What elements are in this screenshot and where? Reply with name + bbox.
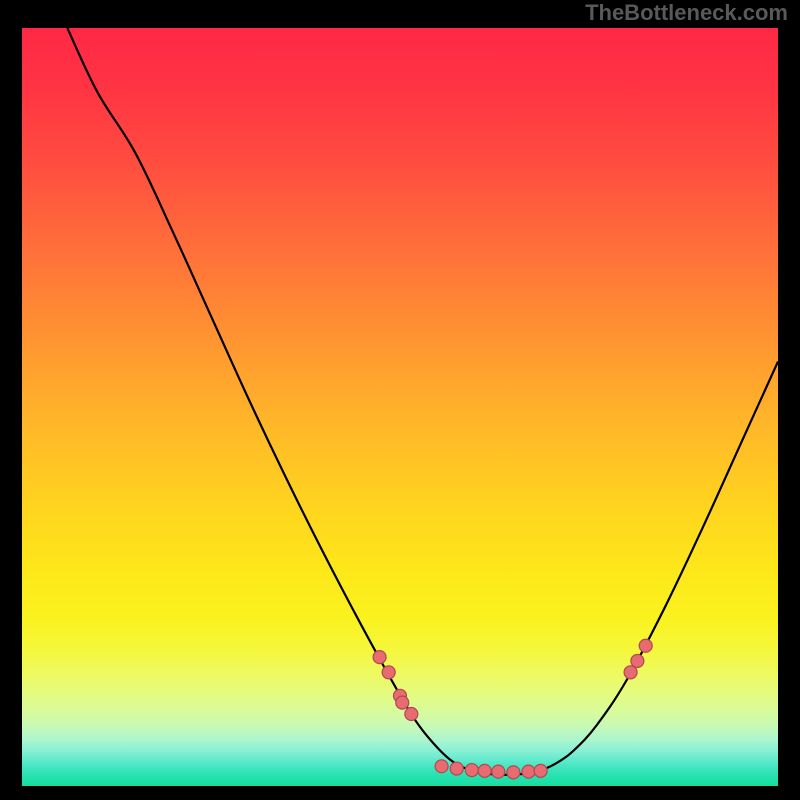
data-marker bbox=[534, 764, 547, 777]
chart-container bbox=[22, 28, 778, 786]
data-marker bbox=[405, 707, 418, 720]
gradient-background bbox=[22, 28, 778, 786]
data-marker bbox=[639, 639, 652, 652]
data-marker bbox=[373, 651, 386, 664]
data-marker bbox=[382, 666, 395, 679]
data-marker bbox=[522, 765, 535, 778]
chart-svg bbox=[22, 28, 778, 786]
data-marker bbox=[492, 765, 505, 778]
data-marker bbox=[478, 764, 491, 777]
data-marker bbox=[435, 760, 448, 773]
data-marker bbox=[631, 654, 644, 667]
watermark-text: TheBottleneck.com bbox=[585, 0, 788, 26]
data-marker bbox=[450, 762, 463, 775]
data-marker bbox=[465, 764, 478, 777]
data-marker bbox=[507, 766, 520, 779]
data-marker bbox=[396, 696, 409, 709]
data-marker bbox=[624, 666, 637, 679]
plot-area bbox=[22, 28, 778, 786]
